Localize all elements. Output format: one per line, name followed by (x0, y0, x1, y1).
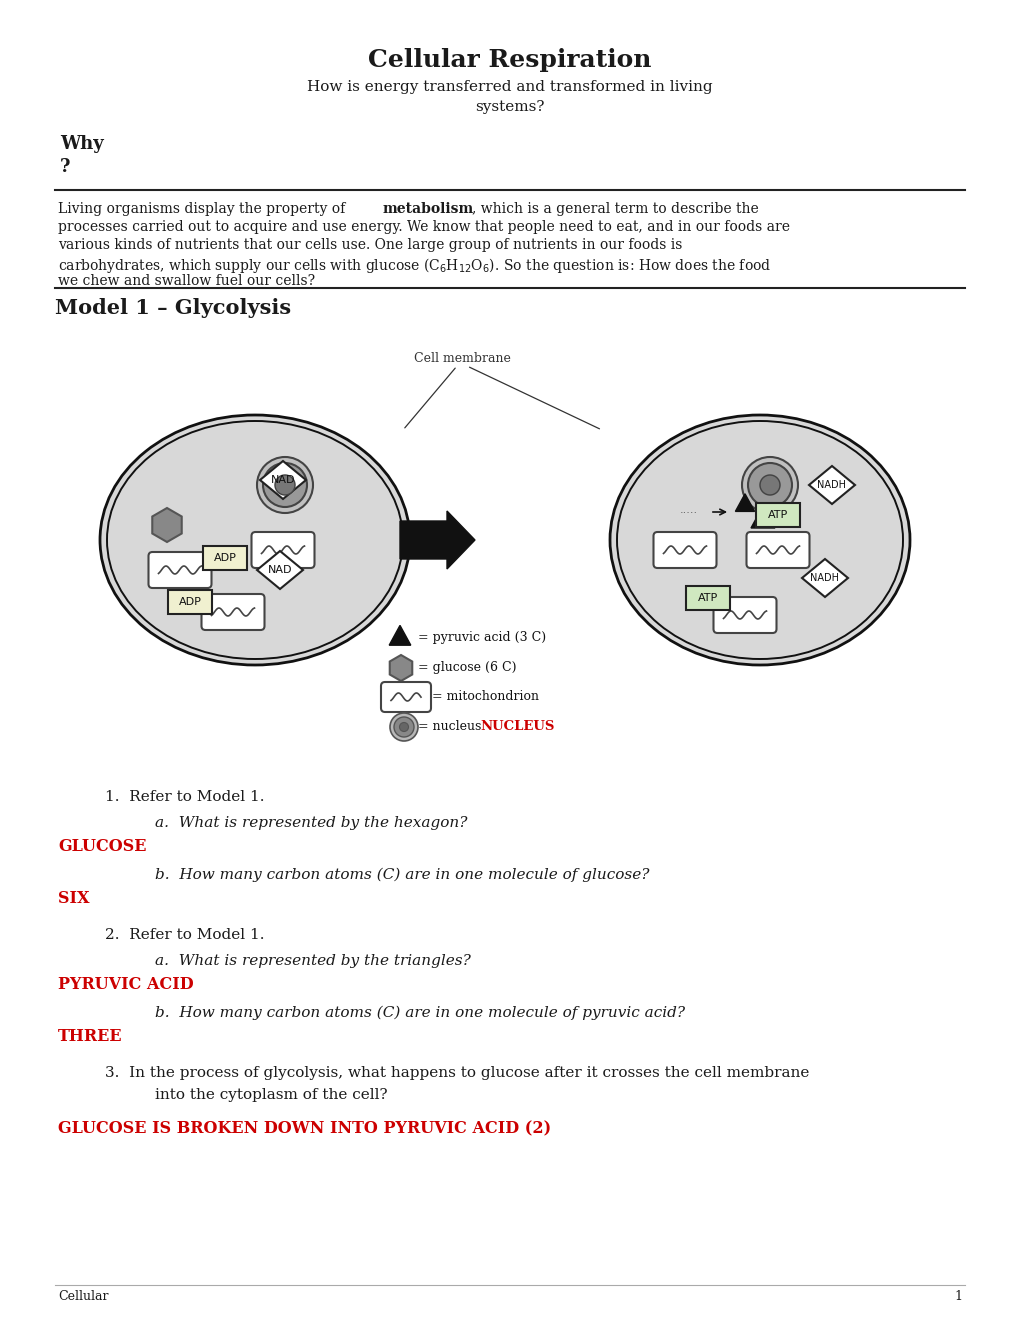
Text: a.  What is represented by the triangles?: a. What is represented by the triangles? (155, 954, 471, 968)
Ellipse shape (100, 414, 410, 665)
Text: various kinds of nutrients that our cells use. One large group of nutrients in o: various kinds of nutrients that our cell… (58, 238, 682, 252)
FancyBboxPatch shape (202, 594, 264, 630)
Text: = mitochondrion: = mitochondrion (432, 690, 538, 704)
Text: ATP: ATP (767, 510, 788, 520)
Text: ATP: ATP (697, 593, 717, 603)
FancyArrow shape (399, 511, 475, 569)
FancyBboxPatch shape (203, 546, 247, 570)
FancyBboxPatch shape (149, 552, 211, 587)
Circle shape (275, 475, 294, 495)
Text: 1: 1 (953, 1290, 961, 1303)
Text: NAD: NAD (270, 475, 294, 484)
Text: Cell membrane: Cell membrane (413, 352, 510, 366)
Text: = nucleus: = nucleus (418, 721, 481, 734)
Text: into the cytoplasm of the cell?: into the cytoplasm of the cell? (155, 1088, 387, 1102)
Text: .....: ..... (680, 506, 697, 515)
Text: How is energy transferred and transformed in living: How is energy transferred and transforme… (307, 81, 712, 94)
Text: NADH: NADH (816, 480, 846, 490)
FancyBboxPatch shape (653, 532, 715, 568)
FancyBboxPatch shape (686, 586, 730, 610)
Polygon shape (808, 466, 854, 504)
Polygon shape (389, 626, 411, 645)
FancyBboxPatch shape (381, 682, 431, 711)
Text: b.  How many carbon atoms (C) are in one molecule of glucose?: b. How many carbon atoms (C) are in one … (155, 869, 649, 882)
Text: Cellular: Cellular (58, 1290, 108, 1303)
Circle shape (399, 722, 408, 731)
FancyBboxPatch shape (755, 503, 799, 527)
FancyBboxPatch shape (168, 590, 212, 614)
Circle shape (747, 463, 791, 507)
Polygon shape (260, 461, 306, 499)
Text: = glucose (6 C): = glucose (6 C) (418, 661, 516, 675)
Text: SIX: SIX (58, 890, 90, 907)
Circle shape (257, 457, 313, 513)
Circle shape (741, 457, 797, 513)
Text: we chew and swallow fuel our cells?: we chew and swallow fuel our cells? (58, 275, 315, 288)
Polygon shape (389, 655, 412, 681)
Text: ?: ? (60, 158, 70, 176)
Text: NUCLEUS: NUCLEUS (480, 721, 554, 734)
Text: NADH: NADH (810, 573, 839, 583)
Text: GLUCOSE: GLUCOSE (58, 838, 147, 855)
Circle shape (263, 463, 307, 507)
Text: Cellular Respiration: Cellular Respiration (368, 48, 651, 73)
Text: THREE: THREE (58, 1028, 122, 1045)
Text: systems?: systems? (475, 100, 544, 114)
FancyBboxPatch shape (746, 532, 809, 568)
Text: 3.  In the process of glycolysis, what happens to glucose after it crosses the c: 3. In the process of glycolysis, what ha… (105, 1067, 809, 1080)
Text: = pyruvic acid (3 C): = pyruvic acid (3 C) (418, 631, 545, 644)
Polygon shape (257, 550, 303, 589)
Circle shape (759, 475, 780, 495)
Circle shape (389, 713, 418, 741)
Ellipse shape (609, 414, 909, 665)
Text: b.  How many carbon atoms (C) are in one molecule of pyruvic acid?: b. How many carbon atoms (C) are in one … (155, 1006, 685, 1020)
Polygon shape (801, 558, 847, 597)
Text: 2.  Refer to Model 1.: 2. Refer to Model 1. (105, 928, 264, 942)
Text: ADP: ADP (213, 553, 236, 564)
Text: Model 1 – Glycolysis: Model 1 – Glycolysis (55, 298, 290, 318)
Text: ADP: ADP (178, 597, 201, 607)
Text: a.  What is represented by the hexagon?: a. What is represented by the hexagon? (155, 816, 467, 830)
Polygon shape (152, 508, 181, 543)
Text: metabolism: metabolism (382, 202, 474, 216)
Text: PYRUVIC ACID: PYRUVIC ACID (58, 975, 194, 993)
FancyBboxPatch shape (252, 532, 314, 568)
Polygon shape (750, 506, 774, 528)
Text: GLUCOSE IS BROKEN DOWN INTO PYRUVIC ACID (2): GLUCOSE IS BROKEN DOWN INTO PYRUVIC ACID… (58, 1119, 550, 1137)
Text: Why: Why (60, 135, 104, 153)
Text: processes carried out to acquire and use energy. We know that people need to eat: processes carried out to acquire and use… (58, 220, 790, 234)
Polygon shape (735, 494, 754, 511)
Text: Living organisms display the property of: Living organisms display the property of (58, 202, 350, 216)
Text: NAD: NAD (267, 565, 292, 576)
Text: 1.  Refer to Model 1.: 1. Refer to Model 1. (105, 789, 264, 804)
Circle shape (393, 717, 414, 737)
Text: carbohydrates, which supply our cells with glucose (C$_6$H$_{12}$O$_6$). So the : carbohydrates, which supply our cells wi… (58, 256, 770, 275)
FancyBboxPatch shape (713, 597, 775, 634)
Text: , which is a general term to describe the: , which is a general term to describe th… (472, 202, 758, 216)
